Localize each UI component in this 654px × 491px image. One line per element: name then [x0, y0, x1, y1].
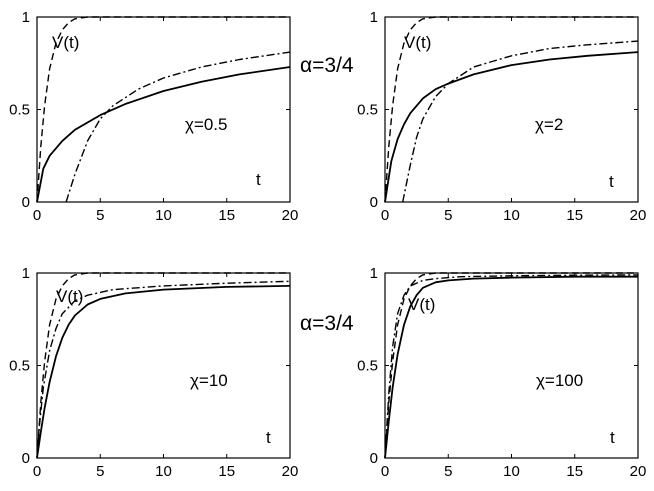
series-line-solid	[36, 285, 291, 459]
y-tick-label: 0.5	[9, 358, 30, 375]
x-tick-label: 0	[33, 207, 41, 224]
curve-label-vt: V(t)	[408, 295, 435, 314]
chi-annotation: χ=2	[535, 115, 563, 134]
x-tick-label: 20	[630, 463, 647, 480]
x-tick-label: 10	[155, 463, 172, 480]
x-axis-label: t	[610, 428, 615, 447]
x-tick-label: 15	[566, 463, 583, 480]
series-line-dashdot	[36, 280, 291, 459]
chart-panel-3: 0 5 10 15 20 0 0.5 1 V(t) χ=10 t	[9, 265, 298, 480]
y-tick-label: 0	[370, 194, 378, 211]
x-tick-label: 10	[503, 207, 520, 224]
y-tick-label: 0.5	[9, 102, 30, 119]
series-line-dashed	[384, 16, 638, 203]
chi-annotation: χ=100	[536, 371, 583, 390]
series-line-dashed	[36, 16, 290, 203]
x-axis-label: t	[256, 170, 261, 189]
y-tick-label: 0.5	[357, 102, 378, 119]
y-tick-label: 1	[22, 265, 30, 282]
x-tick-label: 20	[630, 207, 647, 224]
curve-label-vt: V(t)	[404, 33, 431, 52]
x-axis-label: t	[266, 428, 271, 447]
y-tick-label: 0	[370, 450, 378, 467]
chi-annotation: χ=10	[190, 371, 228, 390]
series-line-solid	[36, 66, 291, 203]
y-tick-label: 0.5	[357, 358, 378, 375]
chart-panel-1: 0 5 10 15 20 0 0.5 1 V(t) χ=0.5 t	[9, 9, 298, 224]
curve-label-vt: V(t)	[56, 287, 83, 306]
x-tick-label: 15	[566, 207, 583, 224]
x-tick-label: 15	[218, 207, 235, 224]
x-tick-label: 5	[444, 207, 452, 224]
y-tick-label: 0	[22, 194, 30, 211]
x-tick-label: 10	[155, 207, 172, 224]
y-tick-label: 1	[22, 9, 30, 26]
x-tick-label: 20	[282, 207, 299, 224]
y-tick-label: 0	[22, 450, 30, 467]
x-tick-label: 0	[33, 463, 41, 480]
y-tick-label: 1	[370, 9, 378, 26]
chi-annotation: χ=0.5	[185, 115, 227, 134]
y-tick-label: 1	[370, 265, 378, 282]
x-tick-label: 20	[282, 463, 299, 480]
series-line-dashed	[384, 272, 638, 459]
x-tick-label: 10	[503, 463, 520, 480]
x-axis-label: t	[609, 172, 614, 191]
x-tick-label: 15	[218, 463, 235, 480]
series-line-solid	[384, 275, 638, 459]
alpha-label-bottom: α=3/4	[300, 312, 354, 335]
chart-panel-4: 0 5 10 15 20 0 0.5 1 V(t) χ=100 t	[357, 265, 646, 480]
x-tick-label: 5	[96, 207, 104, 224]
curve-label-vt: V(t)	[52, 33, 79, 52]
x-tick-label: 5	[444, 463, 452, 480]
series-line-dashdot	[402, 40, 639, 203]
series-line-solid	[384, 51, 639, 203]
alpha-label-top: α=3/4	[300, 54, 354, 77]
series-line-dashdot	[384, 274, 639, 459]
x-tick-label: 5	[96, 463, 104, 480]
series-line-dashdot	[65, 51, 291, 203]
series-line-dashed	[36, 272, 290, 459]
x-tick-label: 0	[381, 207, 389, 224]
chart-panel-2: 0 5 10 15 20 0 0.5 1 V(t) χ=2 t	[357, 9, 646, 224]
x-tick-label: 0	[381, 463, 389, 480]
